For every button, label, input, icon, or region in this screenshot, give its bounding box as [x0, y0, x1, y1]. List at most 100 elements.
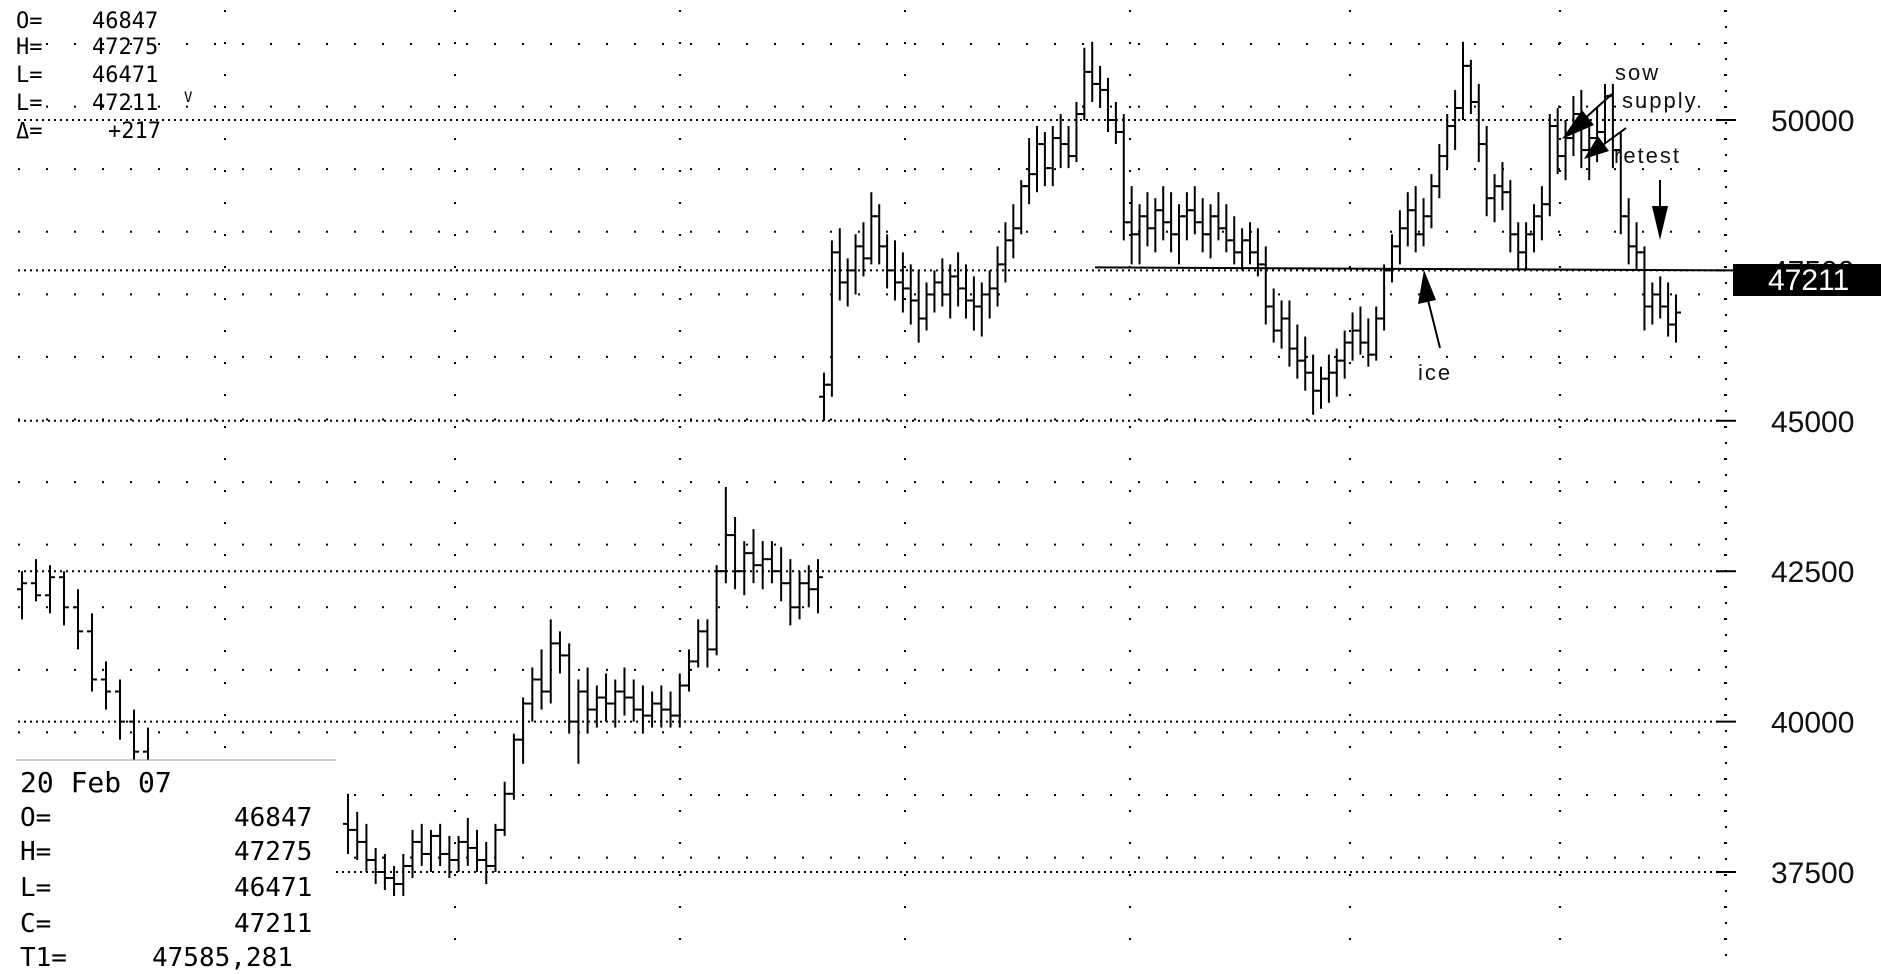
y-tick-label: 45000	[1771, 406, 1854, 439]
ohlc-bar	[882, 234, 893, 289]
ohlc-bar	[87, 613, 97, 692]
ohlc-bar	[1126, 186, 1137, 265]
y-tick-label: 37500	[1771, 857, 1854, 890]
bottom-readout-label: H=	[20, 837, 51, 867]
ohlc-bar	[1458, 41, 1468, 120]
ohlc-bar	[1024, 138, 1035, 205]
ohlc-bar	[1497, 162, 1508, 211]
ohlc-bar	[1418, 198, 1429, 247]
ohlc-bar	[976, 282, 987, 337]
ohlc-bar	[1655, 276, 1666, 319]
ohlc-bar	[874, 204, 885, 265]
ohlc-bar	[1323, 354, 1334, 403]
top-readout-value: 47275	[92, 35, 158, 60]
ohlc-bar	[352, 811, 363, 860]
ohlc-bar	[674, 673, 685, 728]
ohlc-bar	[656, 685, 667, 728]
last-price-marker: 47211	[1733, 264, 1881, 297]
ohlc-bar	[444, 835, 455, 879]
ohlc-bar	[101, 661, 111, 710]
ohlc-bar	[554, 631, 565, 674]
ohlc-bar	[508, 733, 519, 800]
ohlc-bar	[937, 258, 948, 307]
bottom-readout-value: 46471	[234, 873, 312, 903]
ice-line	[1094, 266, 1727, 272]
ohlc-bar	[1150, 198, 1161, 253]
ohlc-bar	[45, 565, 55, 614]
ohlc-bar	[961, 264, 971, 319]
ohlc-bar	[518, 697, 529, 764]
ohlc-bar	[1237, 228, 1248, 271]
ohlc-bar	[1481, 126, 1492, 217]
ohlc-bar	[1387, 234, 1397, 283]
arrow-sow	[1562, 93, 1613, 139]
ohlc-bar	[819, 372, 829, 421]
ohlc-bar	[866, 192, 877, 265]
top-readout-value: 47211	[92, 91, 158, 116]
ohlc-bar	[1166, 192, 1177, 253]
ohlc-bar	[1316, 366, 1326, 409]
ohlc-bar	[1623, 198, 1634, 265]
ohlc-bar	[462, 817, 473, 866]
last-price-label: 47211	[1768, 264, 1849, 297]
ohlc-bar	[1142, 192, 1153, 247]
ohlc-bar	[968, 276, 979, 331]
ohlc-bar	[984, 270, 995, 319]
ohlc-bar	[813, 559, 823, 614]
bottom-readout-date: 20 Feb 07	[20, 766, 172, 799]
arrow-retest	[1652, 180, 1668, 240]
ohlc-bar	[776, 547, 787, 602]
top-readout-label: L=	[16, 63, 43, 88]
ohlc-bar	[730, 517, 741, 590]
ohlc-bar	[858, 222, 869, 277]
ohlc-bar	[1055, 113, 1066, 169]
bottom-readout-label: L=	[20, 873, 51, 903]
ohlc-bar	[826, 240, 837, 397]
ohlc-bar	[628, 679, 639, 722]
ohlc-bar	[766, 541, 777, 584]
top-readout-suffix: V	[184, 90, 193, 106]
bottom-readout-value: 47211	[234, 909, 312, 939]
ohlc-bar	[1339, 330, 1350, 379]
price-bars	[17, 41, 1681, 897]
bottom-readout-value: 46847	[234, 803, 312, 833]
bottom-readout: 20 Feb 07 O= 46847 H= 47275 L= 46471 C= …	[20, 766, 312, 973]
ohlc-bar	[1544, 113, 1555, 217]
ohlc-bar	[1110, 101, 1121, 145]
ohlc-bar	[1008, 204, 1019, 259]
ohlc-bar	[361, 823, 372, 872]
ohlc-bar	[1213, 192, 1224, 241]
ohlc-bar	[1260, 246, 1271, 325]
ohlc-bar	[1639, 246, 1650, 331]
ohlc-bar	[897, 252, 908, 313]
y-axis: 500004750045000425004000037500	[1716, 105, 1854, 890]
top-readout-value: 46471	[92, 63, 158, 88]
ohlc-bar	[842, 258, 853, 307]
ohlc-bar	[1671, 294, 1681, 343]
ohlc-bar	[1103, 77, 1113, 133]
ohlc-bar	[481, 841, 492, 885]
ohlc-bar	[472, 829, 483, 872]
ohlc-bar	[545, 619, 556, 704]
ohlc-bar	[739, 541, 750, 596]
top-readout-label: Δ=	[16, 119, 43, 144]
ohlc-bar	[693, 619, 704, 668]
ohlc-bar	[1331, 348, 1342, 397]
ohlc-bar	[564, 643, 575, 734]
ohlc-bar	[1308, 354, 1319, 415]
ohlc-bar	[1347, 312, 1358, 361]
top-readout-label: H=	[16, 35, 43, 60]
top-readout-value: 46847	[92, 9, 158, 34]
ohlc-bar	[370, 847, 381, 885]
bottom-readout-value: 47275	[234, 837, 312, 867]
ohlc-bar	[1647, 282, 1658, 325]
bottom-readout-label: T1=	[20, 943, 67, 973]
ohlc-bar	[490, 823, 501, 872]
ohlc-bar	[1442, 113, 1453, 169]
ohlc-bar	[1134, 204, 1145, 265]
y-tick-label: 50000	[1771, 105, 1854, 138]
ohlc-bar	[1095, 65, 1106, 108]
ohlc-bar	[1434, 144, 1445, 199]
ohlc-bar	[453, 835, 464, 872]
ohlc-bar	[711, 565, 722, 656]
